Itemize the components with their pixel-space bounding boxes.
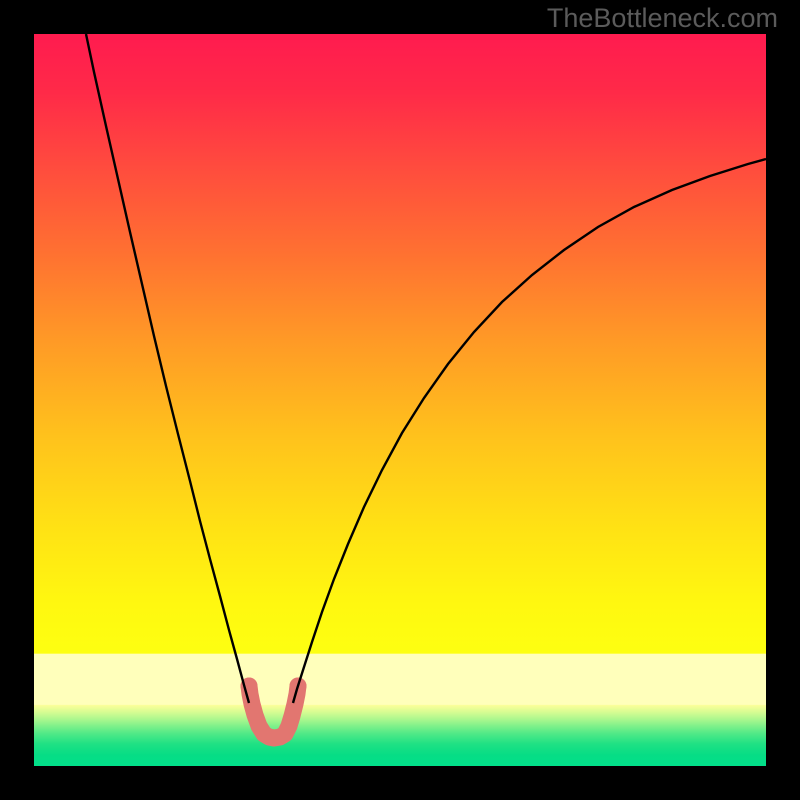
watermark-text: TheBottleneck.com bbox=[547, 3, 778, 34]
curve-left-branch bbox=[86, 34, 249, 703]
plot-area bbox=[34, 34, 766, 766]
minimum-marker bbox=[249, 686, 298, 738]
curve-right-branch bbox=[293, 159, 766, 703]
curve-layer bbox=[34, 34, 766, 766]
